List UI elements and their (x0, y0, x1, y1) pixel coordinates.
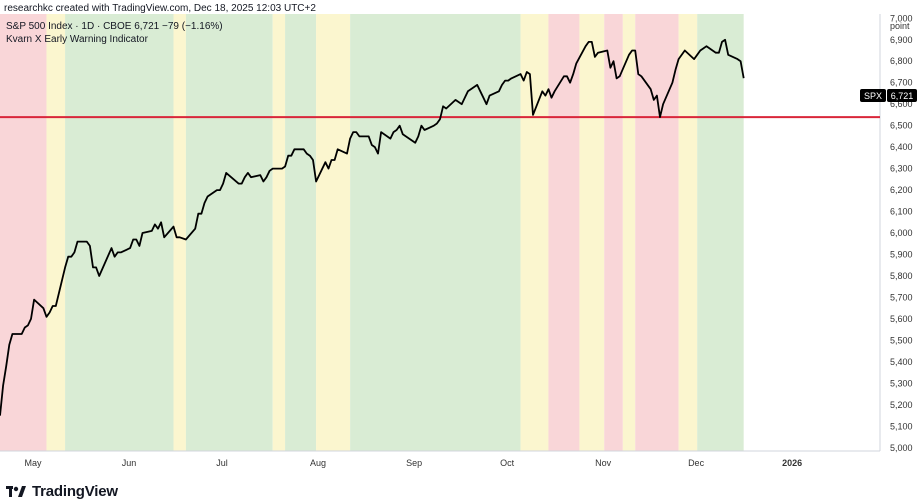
x-axis[interactable]: May Jun Jul Aug Sep Oct Nov Dec 2026 (24, 458, 802, 468)
zone-green-6 (285, 14, 317, 451)
y-tick-label: 6,100 (890, 207, 913, 217)
zone-yellow-11 (579, 14, 605, 451)
zone-red-0 (0, 14, 47, 451)
y-tick-label: 6,900 (890, 35, 913, 45)
y-tick-label: 6,500 (890, 121, 913, 131)
zone-yellow-7 (316, 14, 351, 451)
y-tick-label: 7,000 (890, 13, 913, 23)
indicator-line: Kvarn X Early Warning Indicator (6, 34, 148, 45)
x-tick-label: Sep (406, 458, 422, 468)
tradingview-logo[interactable]: TradingView (6, 482, 118, 500)
y-tick-label: 6,200 (890, 185, 913, 195)
x-tick-label: Aug (310, 458, 326, 468)
price-label-value: 6,721 (891, 91, 914, 101)
zone-yellow-5 (272, 14, 286, 451)
x-tick-label: Oct (500, 458, 515, 468)
y-tick-label: 5,700 (890, 292, 913, 302)
x-tick-label: Jul (216, 458, 228, 468)
zone-yellow-3 (173, 14, 186, 451)
x-tick-label: Jun (122, 458, 137, 468)
last-price-label: SPX 6,721 (860, 89, 917, 102)
price-label-symbol: SPX (864, 91, 882, 101)
price-label-symbol-box (860, 89, 886, 102)
zone-green-8 (350, 14, 521, 451)
y-tick-label: 5,400 (890, 357, 913, 367)
x-tick-label: Dec (688, 458, 705, 468)
signal-zones (0, 14, 744, 451)
price-line-layer (0, 38, 745, 416)
y-tick-label: 6,000 (890, 228, 913, 238)
tradingview-logo-text: TradingView (32, 482, 118, 500)
zone-green-4 (185, 14, 273, 451)
y-tick-label: 6,400 (890, 142, 913, 152)
zone-green-16 (697, 14, 744, 451)
price-series-line (0, 38, 745, 416)
y-tick-label: 5,200 (890, 400, 913, 410)
y-tick-label: 5,000 (890, 443, 913, 453)
y-tick-label: 5,900 (890, 250, 913, 260)
zone-yellow-13 (622, 14, 636, 451)
y-tick-label: 6,300 (890, 164, 913, 174)
zone-red-14 (635, 14, 679, 451)
tradingview-logo-icon (6, 486, 26, 497)
symbol-line: S&P 500 Index · 1D · CBOE 6,721 −79 (−1.… (6, 21, 223, 32)
x-tick-label: 2026 (782, 458, 802, 468)
zone-yellow-9 (520, 14, 549, 451)
y-tick-label: 6,800 (890, 56, 913, 66)
y-tick-label: 5,500 (890, 335, 913, 345)
x-tick-label: Nov (595, 458, 612, 468)
credit-line: researchkc created with TradingView.com,… (4, 3, 316, 14)
y-tick-label: 5,100 (890, 421, 913, 431)
y-tick-label: 5,300 (890, 378, 913, 388)
y-axis[interactable]: 5,000 5,100 5,200 5,300 5,400 5,500 5,600 5,700… (890, 13, 913, 452)
y-tick-label: 5,800 (890, 271, 913, 281)
x-tick-label: May (24, 458, 42, 468)
y-tick-label: 5,600 (890, 314, 913, 324)
y-axis-unit-label: point (890, 21, 910, 31)
zone-yellow-15 (678, 14, 698, 451)
y-tick-label: 6,600 (890, 99, 913, 109)
y-tick-label: 6,700 (890, 78, 913, 88)
zone-green-2 (65, 14, 174, 451)
price-label-value-box (887, 89, 917, 102)
zone-red-12 (604, 14, 623, 451)
zone-yellow-1 (46, 14, 66, 451)
zone-red-10 (548, 14, 580, 451)
